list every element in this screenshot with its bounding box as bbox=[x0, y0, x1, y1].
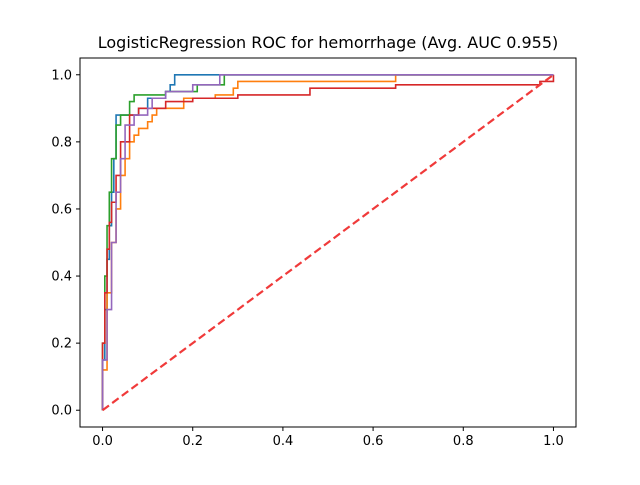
plot-frame bbox=[79, 57, 577, 428]
y-tick-label: 0.8 bbox=[51, 135, 72, 150]
x-tick-label: 1.0 bbox=[543, 434, 564, 449]
x-tick-label: 0.0 bbox=[92, 434, 113, 449]
roc-curve-5 bbox=[101, 73, 554, 411]
x-tick-label: 0.4 bbox=[273, 434, 294, 449]
series-layer bbox=[101, 73, 555, 412]
y-tick-label: 0.6 bbox=[51, 202, 72, 217]
y-tick-label: 0.2 bbox=[51, 337, 72, 352]
y-tick-label: 0.0 bbox=[51, 404, 72, 419]
y-tick-label: 0.4 bbox=[51, 270, 72, 285]
x-tick-label: 0.6 bbox=[363, 434, 384, 449]
y-tick-label: 1.0 bbox=[51, 68, 72, 83]
ticks-layer: 0.0 0.2 0.4 0.6 0.8 1.0 0.0 0.2 0.4 0.6 0.8 1.0 bbox=[51, 68, 563, 449]
chart-title: LogisticRegression ROC for hemorrhage (A… bbox=[98, 33, 559, 52]
x-tick-label: 0.8 bbox=[453, 434, 474, 449]
x-tick-label: 0.2 bbox=[182, 434, 203, 449]
chance-diagonal-line bbox=[101, 73, 555, 412]
